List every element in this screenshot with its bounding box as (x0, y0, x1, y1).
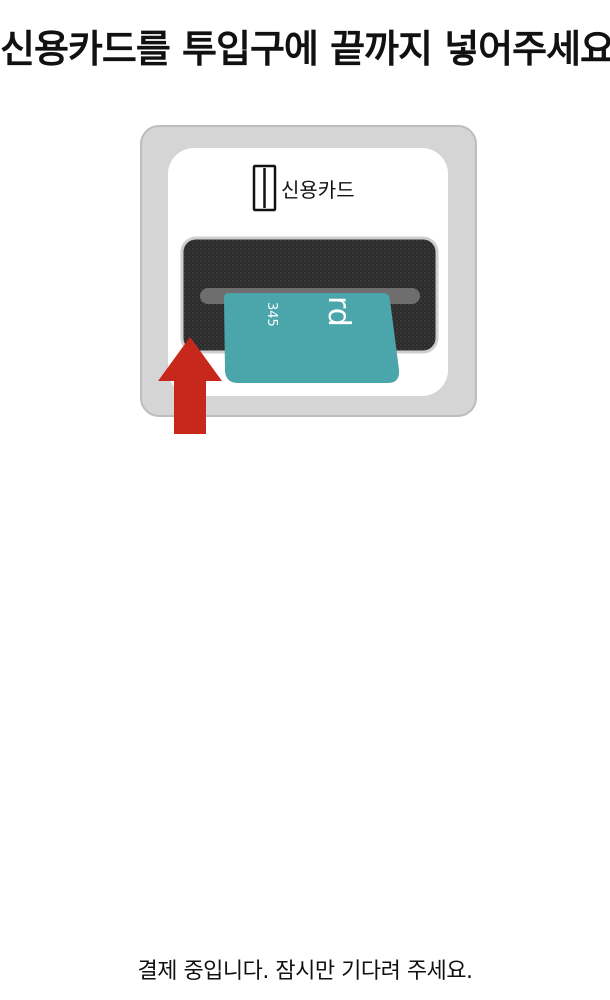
reader-label: 신용카드 (281, 178, 355, 202)
card-text-large: rd (321, 296, 356, 327)
card-slot-icon (252, 164, 277, 212)
credit-card (224, 293, 400, 383)
payment-status-message: 결제 중입니다. 잠시만 기다려 주세요. (137, 959, 473, 984)
card-reader-illustration: 신용카드 rd 345 (140, 125, 477, 434)
arrow-up-icon (158, 337, 222, 434)
instruction-title: 신용카드를 투입구에 끝까지 넣어주세요. (0, 27, 610, 71)
card-text-number: 345 (264, 302, 279, 327)
